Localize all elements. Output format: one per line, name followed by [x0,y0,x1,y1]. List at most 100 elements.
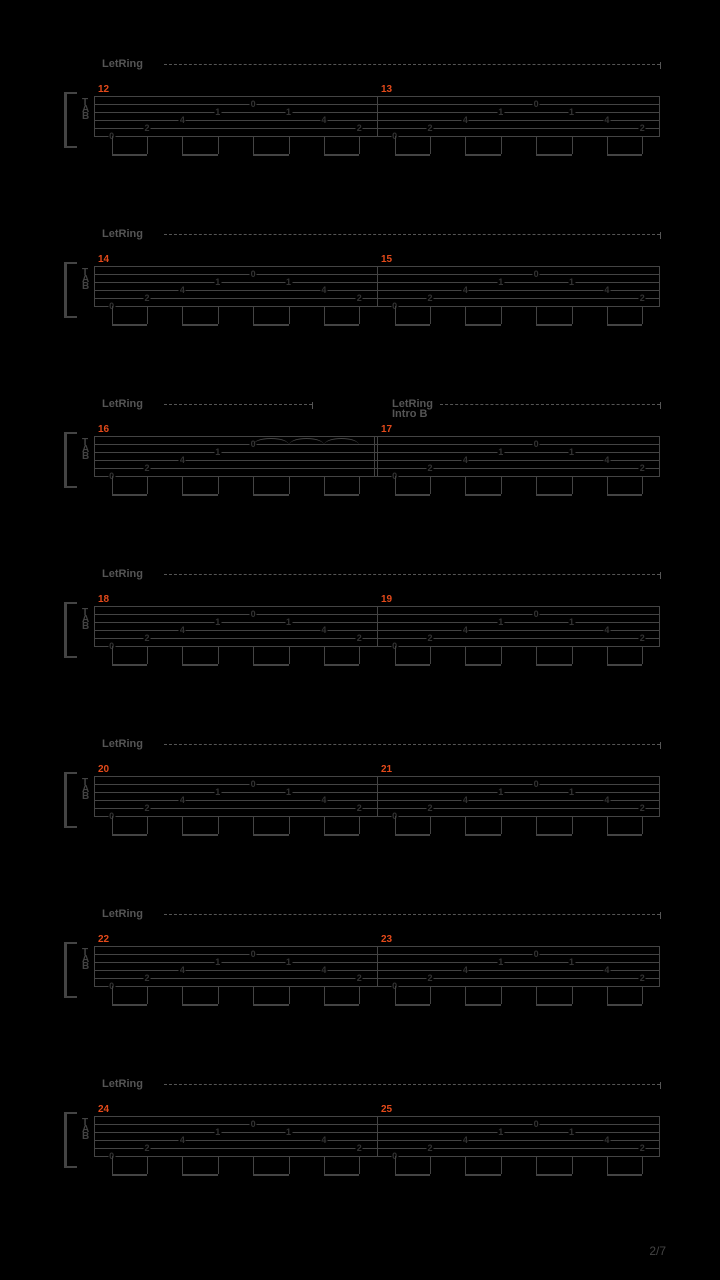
beam [324,1174,359,1176]
beam [182,1174,217,1176]
note-stem [395,986,396,1004]
note-stem [607,1156,608,1174]
fret-number: 2 [427,124,434,132]
note-stem [430,646,431,664]
barline [659,776,660,816]
string-line [94,986,660,987]
letring-line [164,744,660,745]
beam [253,664,288,666]
note-stem [147,136,148,154]
note-stem [465,816,466,834]
fret-number: 2 [427,294,434,302]
fret-number: 4 [179,966,186,974]
measure-number: 25 [381,1104,392,1115]
fret-number: 0 [533,270,540,278]
fret-number: 2 [427,464,434,472]
note-stem [572,646,573,664]
beam [112,1004,147,1006]
system-bracket [64,92,77,148]
fret-number: 1 [568,958,575,966]
beam [536,1174,571,1176]
beam [253,1004,288,1006]
barline [377,266,378,306]
beam [324,324,359,326]
fret-number: 4 [603,116,610,124]
barline [94,266,95,306]
note-stem [359,646,360,664]
measure-number: 19 [381,594,392,605]
fret-number: 2 [144,974,151,982]
note-stem [430,1156,431,1174]
note-stem [572,306,573,324]
beam [324,664,359,666]
fret-number: 1 [497,108,504,116]
note-stem [607,816,608,834]
note-stem [430,816,431,834]
measure-number: 21 [381,764,392,775]
note-stem [607,476,608,494]
measure-number: 12 [98,84,109,95]
note-stem [501,306,502,324]
note-stem [642,646,643,664]
note-stem [218,986,219,1004]
note-stem [572,986,573,1004]
beam [112,494,147,496]
letring-line [164,404,312,405]
note-stem [182,646,183,664]
fret-number: 2 [427,634,434,642]
measure-number: 22 [98,934,109,945]
fret-number: 4 [320,1136,327,1144]
note-stem [642,1156,643,1174]
string-line [94,646,660,647]
beam [536,664,571,666]
note-stem [572,476,573,494]
fret-number: 1 [285,278,292,286]
page-number: 2/7 [649,1244,666,1258]
beam [112,154,147,156]
fret-number: 4 [320,966,327,974]
beam [536,324,571,326]
beam [465,154,500,156]
system-bracket [64,432,77,488]
fret-number: 2 [639,804,646,812]
fret-number: 2 [639,464,646,472]
barline [659,946,660,986]
note-stem [147,816,148,834]
letring-line [440,404,660,405]
system-bracket [64,602,77,658]
letring-line [164,1084,660,1085]
fret-number: 1 [285,958,292,966]
note-stem [430,986,431,1004]
letring-label: LetRing [102,58,143,70]
note-stem [253,136,254,154]
measure-number: 16 [98,424,109,435]
beam [112,324,147,326]
measure-number: 15 [381,254,392,265]
barline [94,436,95,476]
note-stem [112,1156,113,1174]
beam [182,154,217,156]
beam [395,1004,430,1006]
fret-number: 0 [250,270,257,278]
note-stem [501,1156,502,1174]
fret-number: 1 [214,618,221,626]
fret-number: 1 [214,448,221,456]
staff: 0241014202410142 [94,1116,660,1156]
beam [182,324,217,326]
fret-number: 1 [568,788,575,796]
note-stem [182,476,183,494]
fret-number: 4 [179,1136,186,1144]
note-stem [395,136,396,154]
beam [182,494,217,496]
letring-label: LetRing [102,908,143,920]
beam [395,324,430,326]
note-stem [395,816,396,834]
note-stem [501,136,502,154]
note-stem [112,136,113,154]
note-stem [359,136,360,154]
measure-number: 18 [98,594,109,605]
fret-number: 4 [320,796,327,804]
beam [253,834,288,836]
beam [536,154,571,156]
note-stem [536,136,537,154]
